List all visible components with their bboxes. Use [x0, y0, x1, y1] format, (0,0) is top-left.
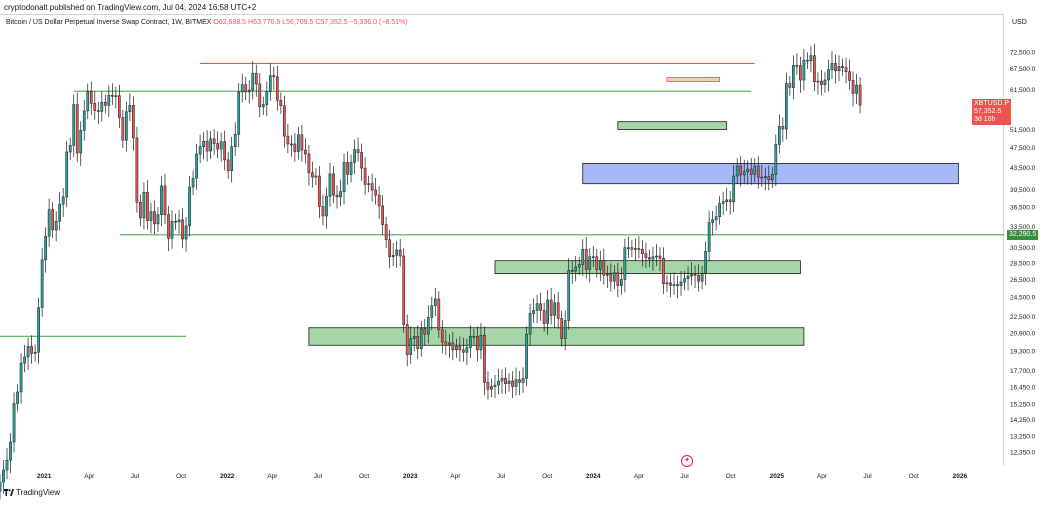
x-tick-label: Jul — [314, 473, 323, 480]
y-tick-label: 39,500.0 — [1010, 187, 1036, 194]
y-tick-label: 17,700.0 — [1010, 368, 1036, 375]
x-tick-label: Jul — [680, 473, 689, 480]
y-tick-label: 13,250.0 — [1010, 433, 1036, 440]
y-tick-label: 51,500.0 — [1010, 127, 1036, 134]
level-price-label: 32,290.5 — [1009, 230, 1037, 238]
x-tick-label: Apr — [817, 473, 828, 480]
y-tick-label: 72,500.0 — [1010, 50, 1036, 57]
y-tick-label: 67,500.0 — [1010, 66, 1036, 73]
x-tick-label: Oct — [542, 473, 552, 480]
countdown-label: 3d 10h — [974, 116, 996, 124]
currency-label[interactable]: USD — [1012, 19, 1027, 26]
legend-ohlc: O62,688.5 H63,770.5 L56,709.5 C57,352.5 … — [213, 19, 408, 26]
y-tick-label: 28,500.0 — [1010, 261, 1036, 268]
y-tick-label: 16,450.0 — [1010, 385, 1036, 392]
current-symbol-label: XBTUSD.P — [974, 100, 1010, 108]
legend-symbol[interactable]: Bitcoin / US Dollar Perpetual Inverse Sw… — [6, 19, 212, 26]
current-price-label: 57,352.5 — [974, 108, 1002, 116]
x-tick-label: Apr — [267, 473, 278, 480]
level-price-tag: 32,290.5 — [1007, 229, 1039, 240]
y-tick-label: 24,500.0 — [1010, 295, 1036, 302]
y-tick-label: 14,250.0 — [1010, 417, 1036, 424]
x-tick-label: Oct — [176, 473, 186, 480]
x-tick-label: 2021 — [37, 473, 52, 480]
candle-body — [2, 469, 5, 483]
x-tick-label: Apr — [84, 473, 95, 480]
candle-body — [0, 481, 2, 492]
x-tick-label: Jul — [497, 473, 506, 480]
events-icon[interactable]: ✦ — [681, 455, 693, 467]
y-tick-label: 43,500.0 — [1010, 165, 1036, 172]
y-tick-label: 19,300.0 — [1010, 349, 1036, 356]
x-tick-label: Apr — [450, 473, 461, 480]
y-tick-label: 36,500.0 — [1010, 205, 1036, 212]
x-tick-label: Jul — [131, 473, 140, 480]
y-tick-label: 15,250.0 — [1010, 402, 1036, 409]
y-tick-label: 20,900.0 — [1010, 331, 1036, 338]
x-tick-label: Oct — [726, 473, 736, 480]
x-tick-label: 2022 — [220, 473, 235, 480]
x-tick-label: 2023 — [403, 473, 418, 480]
x-tick-label: Oct — [909, 473, 919, 480]
x-tick-label: 2025 — [770, 473, 785, 480]
tradingview-brand-label: TradingView — [16, 488, 61, 497]
y-tick-label: 12,350.0 — [1010, 449, 1036, 456]
current-price-tag: XBTUSD.P 57,352.5 3d 10h — [972, 99, 1012, 126]
y-tick-label: 30,500.0 — [1010, 245, 1036, 252]
y-tick-label: 22,500.0 — [1010, 314, 1036, 321]
y-tick-label: 47,500.0 — [1010, 145, 1036, 152]
x-tick-label: 2026 — [953, 473, 968, 480]
x-tick-label: Oct — [359, 473, 369, 480]
chart-frame — [0, 14, 1004, 466]
published-info: cryptodonalt published on TradingView.co… — [4, 3, 257, 12]
tradingview-brand[interactable]: TradingView — [4, 488, 60, 497]
x-tick-label: 2024 — [586, 473, 601, 480]
x-tick-label: Jul — [863, 473, 872, 480]
x-tick-label: Apr — [634, 473, 645, 480]
tradingview-logo-icon — [4, 489, 14, 496]
y-tick-label: 61,500.0 — [1010, 87, 1036, 94]
chart-legend: Bitcoin / US Dollar Perpetual Inverse Sw… — [6, 19, 408, 26]
y-tick-label: 26,500.0 — [1010, 277, 1036, 284]
